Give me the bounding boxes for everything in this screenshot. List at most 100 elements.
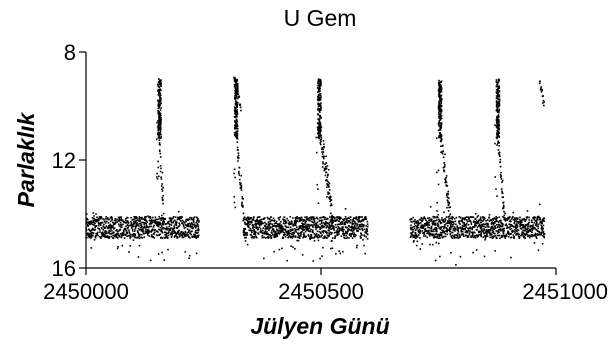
- data-point: [234, 78, 237, 81]
- data-point: [498, 142, 500, 144]
- y-axis-label: Parlaklık: [13, 111, 39, 207]
- data-point: [326, 165, 329, 167]
- data-point: [526, 223, 529, 226]
- data-point: [477, 222, 479, 224]
- data-point: [257, 233, 260, 235]
- data-point: [509, 219, 512, 222]
- data-point: [178, 229, 180, 232]
- data-point: [125, 225, 127, 227]
- data-point: [531, 219, 533, 221]
- data-point: [363, 218, 366, 220]
- data-point: [263, 217, 265, 220]
- data-point: [520, 228, 523, 230]
- data-point: [355, 217, 358, 219]
- data-point: [534, 232, 537, 235]
- data-point: [525, 224, 528, 226]
- data-point: [191, 236, 194, 238]
- data-point: [320, 130, 322, 133]
- data-point: [263, 236, 266, 239]
- data-point: [501, 222, 503, 225]
- data-point: [288, 235, 291, 237]
- data-point: [319, 129, 322, 132]
- data-point: [489, 228, 492, 231]
- data-point: [142, 227, 145, 229]
- data-point: [320, 135, 322, 137]
- data-point: [170, 227, 172, 230]
- data-point: [136, 236, 139, 239]
- data-point: [494, 232, 496, 235]
- data-point: [461, 233, 463, 235]
- data-point: [526, 217, 528, 219]
- data-point: [123, 221, 126, 223]
- data-point: [429, 206, 432, 208]
- data-point: [441, 236, 444, 239]
- data-point: [326, 176, 329, 178]
- data-point: [531, 225, 533, 227]
- data-point: [100, 216, 103, 219]
- data-point: [317, 113, 319, 116]
- data-point: [320, 126, 323, 129]
- data-point: [417, 226, 420, 229]
- data-point: [351, 231, 354, 233]
- data-point: [477, 221, 480, 223]
- data-point: [319, 143, 322, 146]
- data-point: [446, 230, 448, 233]
- data-point: [233, 201, 236, 204]
- data-point: [297, 239, 300, 242]
- data-point: [428, 229, 430, 232]
- data-point: [297, 228, 300, 230]
- data-point: [417, 220, 419, 223]
- data-point: [170, 236, 173, 238]
- data-point: [497, 130, 500, 133]
- data-point: [465, 230, 467, 232]
- data-point: [235, 87, 237, 89]
- data-point: [356, 225, 358, 227]
- data-point: [323, 226, 326, 228]
- data-point: [302, 236, 304, 239]
- data-point: [501, 192, 504, 195]
- data-point: [329, 212, 332, 215]
- data-point: [438, 102, 440, 104]
- data-point: [294, 224, 297, 226]
- data-point: [257, 216, 260, 218]
- data-point: [534, 216, 537, 219]
- data-point: [521, 231, 524, 234]
- data-point: [308, 235, 310, 237]
- data-point: [448, 202, 451, 205]
- data-point: [161, 190, 164, 192]
- data-point: [246, 243, 249, 246]
- data-point: [259, 231, 262, 233]
- data-point: [236, 133, 239, 135]
- data-point: [526, 233, 528, 236]
- data-point: [325, 155, 327, 158]
- data-point: [159, 128, 162, 131]
- data-point: [440, 222, 443, 224]
- data-point: [318, 127, 320, 130]
- data-point: [482, 216, 484, 218]
- data-point: [440, 109, 443, 112]
- data-point: [300, 231, 302, 234]
- data-point: [440, 80, 443, 83]
- data-point: [443, 221, 445, 223]
- data-point: [533, 218, 536, 221]
- data-point: [157, 127, 160, 130]
- data-point: [283, 234, 285, 236]
- data-point: [438, 117, 441, 120]
- data-point: [495, 91, 498, 94]
- data-point: [436, 210, 438, 212]
- data-point: [320, 96, 322, 98]
- data-point: [137, 236, 140, 239]
- data-point: [330, 204, 333, 207]
- data-point: [131, 235, 134, 237]
- data-point: [136, 230, 139, 232]
- data-point: [505, 223, 508, 225]
- data-point: [331, 216, 333, 218]
- data-point: [327, 235, 330, 238]
- data-point: [328, 229, 330, 232]
- data-point: [481, 228, 483, 230]
- data-point: [492, 237, 494, 239]
- data-point: [521, 226, 524, 229]
- data-point: [89, 235, 92, 238]
- data-point: [308, 227, 311, 230]
- data-point: [273, 219, 276, 222]
